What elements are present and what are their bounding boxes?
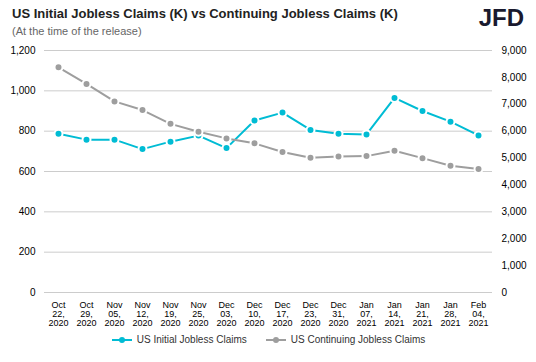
- svg-text:600: 600: [19, 166, 36, 177]
- svg-text:Jan21,2021: Jan21,2021: [412, 300, 432, 328]
- html-text:(At the time of the release): (At the time of the release): [12, 25, 142, 37]
- svg-text:2,000: 2,000: [502, 233, 527, 244]
- svg-text:200: 200: [19, 246, 36, 257]
- svg-text:Oct29,2020: Oct29,2020: [76, 300, 96, 328]
- svg-text:Feb04,2021: Feb04,2021: [468, 300, 488, 328]
- svg-text:400: 400: [19, 206, 36, 217]
- svg-text:Dec17,2020: Dec17,2020: [272, 300, 292, 328]
- svg-text:Nov05,2020: Nov05,2020: [104, 300, 124, 328]
- svg-text:800: 800: [19, 125, 36, 136]
- html-text:US Initial Jobless Claims (K): US Initial Jobless Claims (K) vs Continu…: [12, 6, 398, 21]
- svg-text:0: 0: [30, 287, 36, 298]
- svg-text:Dec03,2020: Dec03,2020: [216, 300, 236, 328]
- svg-text:9,000: 9,000: [502, 45, 527, 56]
- svg-text:Dec31,2020: Dec31,2020: [328, 300, 348, 328]
- html-text:US Initial Jobless Claims: US Initial Jobless Claims: [136, 334, 247, 345]
- svg-text:3,000: 3,000: [502, 206, 527, 217]
- svg-text:1,200: 1,200: [10, 45, 35, 56]
- svg-text:1,000: 1,000: [502, 260, 527, 271]
- svg-text:Oct22,2020: Oct22,2020: [48, 300, 68, 328]
- svg-text:Dec23,2020: Dec23,2020: [300, 300, 320, 328]
- svg-text:7,000: 7,000: [502, 98, 527, 109]
- svg-text:Dec10,2020: Dec10,2020: [244, 300, 264, 328]
- svg-text:Jan14,2021: Jan14,2021: [384, 300, 404, 328]
- svg-text:Nov12,2020: Nov12,2020: [132, 300, 152, 328]
- svg-text:5,000: 5,000: [502, 152, 527, 163]
- svg-text:1,000: 1,000: [10, 85, 35, 96]
- svg-text:6,000: 6,000: [502, 125, 527, 136]
- html-text:JFD: JFD: [478, 4, 524, 31]
- svg-text:Nov19,2020: Nov19,2020: [160, 300, 180, 328]
- html-text:US Continuing Jobless Claims: US Continuing Jobless Claims: [290, 334, 426, 345]
- svg-text:4,000: 4,000: [502, 179, 527, 190]
- svg-text:0: 0: [502, 287, 508, 298]
- svg-text:Jan07,2021: Jan07,2021: [356, 300, 376, 328]
- svg-text:8,000: 8,000: [502, 72, 527, 83]
- svg-text:Jan28,2021: Jan28,2021: [440, 300, 460, 328]
- svg-text:Nov25,2020: Nov25,2020: [188, 300, 208, 328]
